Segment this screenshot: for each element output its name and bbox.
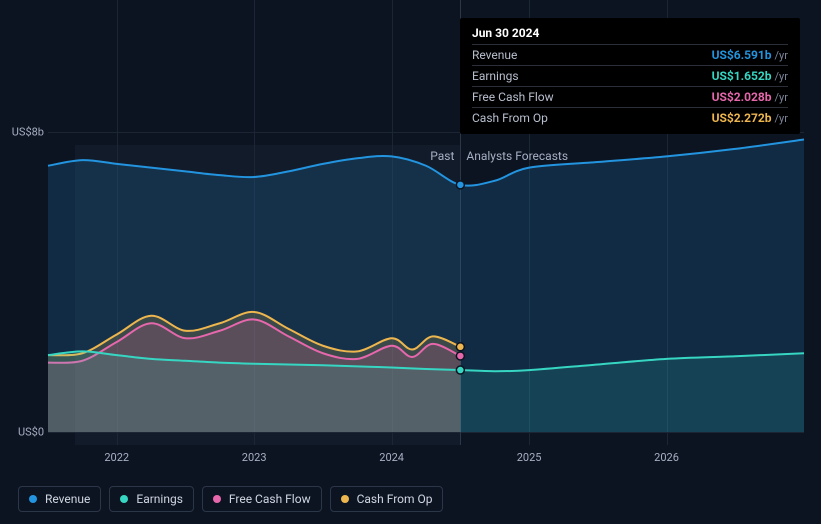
x-axis-label: 2026 [654, 451, 679, 464]
legend-item-free_cash_flow[interactable]: Free Cash Flow [202, 486, 322, 512]
chart-tooltip: Jun 30 2024 Revenue US$6.591b/yr Earnings U… [460, 18, 800, 134]
tooltip-row-value: US$2.272b [712, 111, 772, 125]
series-marker-cash_from_op [456, 343, 464, 351]
x-axis-label: 2022 [104, 451, 129, 464]
series-marker-free_cash_flow [456, 352, 464, 360]
y-axis-label: US$8b [12, 126, 44, 139]
legend-item-earnings[interactable]: Earnings [109, 486, 194, 512]
tooltip-row: Free Cash Flow US$2.028b/yr [472, 86, 788, 107]
legend-swatch-icon [29, 495, 37, 503]
tooltip-row-unit: /yr [775, 112, 788, 125]
tooltip-row: Cash From Op US$2.272b/yr [472, 107, 788, 128]
tooltip-row-value: US$1.652b [712, 69, 772, 83]
tooltip-row-value-wrap: US$6.591b/yr [712, 48, 788, 62]
tooltip-row-value-wrap: US$1.652b/yr [712, 69, 788, 83]
tooltip-row-value: US$6.591b [712, 48, 772, 62]
chart-legend: Revenue Earnings Free Cash Flow Cash From O… [18, 486, 443, 512]
series-marker-earnings [456, 366, 464, 374]
legend-label: Revenue [45, 492, 90, 506]
legend-swatch-icon [120, 495, 128, 503]
legend-label: Free Cash Flow [229, 492, 311, 506]
legend-label: Cash From Op [357, 492, 433, 506]
legend-item-cash_from_op[interactable]: Cash From Op [330, 486, 444, 512]
y-axis-label: US$0 [18, 426, 44, 439]
tooltip-row-value: US$2.028b [712, 90, 772, 104]
tooltip-row-label: Revenue [472, 48, 517, 62]
tooltip-row-unit: /yr [775, 91, 788, 104]
tooltip-row-label: Cash From Op [472, 111, 548, 125]
legend-swatch-icon [341, 495, 349, 503]
tooltip-row-value-wrap: US$2.028b/yr [712, 90, 788, 104]
legend-swatch-icon [213, 495, 221, 503]
series-marker-revenue [456, 181, 464, 189]
x-axis-label: 2024 [379, 451, 404, 464]
tooltip-title: Jun 30 2024 [472, 26, 788, 40]
tooltip-row-unit: /yr [775, 49, 788, 62]
legend-item-revenue[interactable]: Revenue [18, 486, 101, 512]
x-axis-label: 2023 [242, 451, 267, 464]
legend-label: Earnings [136, 492, 183, 506]
tooltip-row-label: Earnings [472, 69, 519, 83]
tooltip-row-value-wrap: US$2.272b/yr [712, 111, 788, 125]
tooltip-row-unit: /yr [775, 70, 788, 83]
x-axis-label: 2025 [517, 451, 542, 464]
tooltip-row: Earnings US$1.652b/yr [472, 65, 788, 86]
tooltip-row-label: Free Cash Flow [472, 90, 554, 104]
tooltip-row: Revenue US$6.591b/yr [472, 44, 788, 65]
